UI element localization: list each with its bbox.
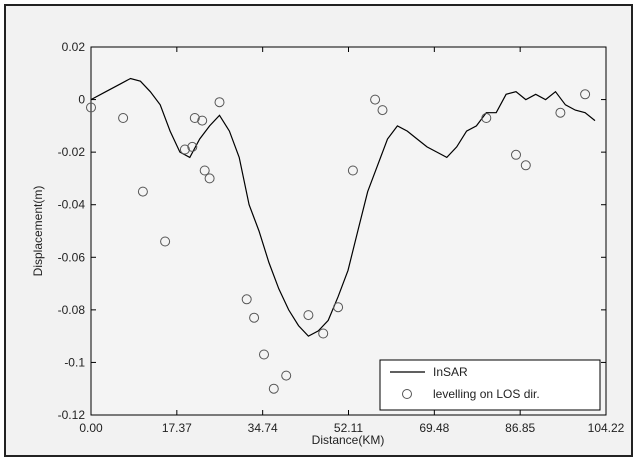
y-tick-label: 0.02 bbox=[62, 40, 86, 54]
levelling-point bbox=[481, 113, 492, 123]
levelling-point bbox=[214, 97, 225, 108]
levelling-point bbox=[303, 310, 314, 321]
legend: InSAR levelling on LOS dir. bbox=[379, 359, 601, 411]
plot-area bbox=[90, 46, 607, 416]
levelling-point bbox=[580, 89, 591, 100]
levelling-point bbox=[160, 236, 171, 247]
y-tick-label: -0.04 bbox=[58, 198, 86, 212]
axis-ticks: 0.00 17.37 34.74 52.11 69.48 86.85 104.22 0.02 0… bbox=[58, 40, 625, 435]
levelling-point bbox=[555, 107, 566, 118]
levelling-point bbox=[118, 113, 129, 123]
levelling-point bbox=[189, 113, 200, 123]
levelling-point bbox=[241, 294, 252, 305]
x-tick-label: 69.48 bbox=[419, 421, 449, 435]
y-tick-label: -0.06 bbox=[58, 250, 86, 264]
levelling-point bbox=[268, 383, 279, 394]
levelling-point bbox=[187, 141, 198, 152]
y-tick-label: -0.02 bbox=[58, 145, 86, 159]
levelling-point bbox=[199, 165, 210, 176]
levelling-point bbox=[281, 370, 292, 381]
x-tick-label: 34.74 bbox=[248, 421, 278, 435]
y-axis-label: Displacement(m) bbox=[31, 186, 45, 277]
levelling-point bbox=[347, 165, 358, 176]
legend-box bbox=[379, 359, 601, 411]
y-tick-label: -0.08 bbox=[58, 303, 86, 317]
y-tick-label: -0.1 bbox=[64, 355, 85, 369]
levelling-point bbox=[249, 312, 260, 323]
levelling-point bbox=[179, 144, 190, 155]
levelling-point bbox=[511, 149, 521, 160]
levelling-point bbox=[259, 349, 269, 360]
series-levelling bbox=[86, 89, 591, 394]
x-tick-label: 104.22 bbox=[588, 421, 625, 435]
levelling-point bbox=[377, 105, 388, 116]
y-tick-label: -0.12 bbox=[58, 408, 86, 422]
levelling-point bbox=[318, 328, 329, 339]
x-tick-label: 17.37 bbox=[162, 421, 192, 435]
legend-label-insar: InSAR bbox=[433, 365, 468, 379]
x-tick-label: 86.85 bbox=[505, 421, 535, 435]
y-tick-label: 0 bbox=[78, 93, 85, 107]
legend-label-levelling: levelling on LOS dir. bbox=[433, 387, 540, 401]
levelling-point bbox=[520, 160, 531, 171]
levelling-point bbox=[204, 173, 215, 184]
levelling-point bbox=[137, 186, 148, 197]
levelling-point bbox=[370, 94, 381, 105]
x-axis-label: Distance(KM) bbox=[312, 433, 385, 447]
x-tick-label: 52.11 bbox=[334, 421, 363, 435]
levelling-point bbox=[86, 102, 96, 113]
levelling-point bbox=[333, 302, 344, 313]
x-tick-label: 0.00 bbox=[79, 421, 103, 435]
legend-marker-swatch bbox=[402, 389, 412, 399]
levelling-point bbox=[197, 115, 208, 126]
